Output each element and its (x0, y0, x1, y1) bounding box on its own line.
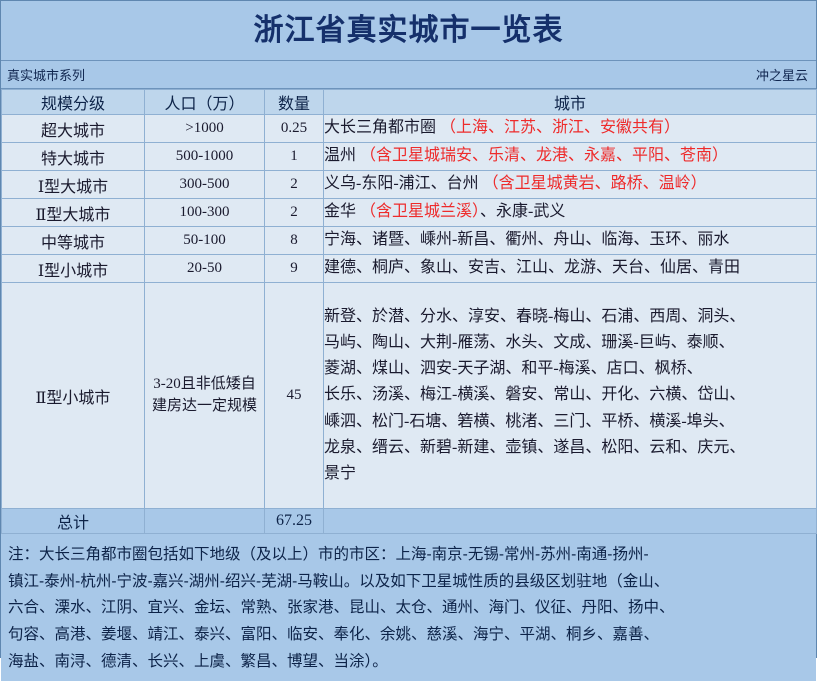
cell-count: 45 (264, 282, 324, 509)
cell-city: 温州 （含卫星城瑞安、乐清、龙港、永嘉、平阳、苍南） (323, 142, 817, 171)
city-line: 新登、於潜、分水、淳安、春晓-梅山、石浦、西周、洞头、 (324, 308, 746, 326)
city-table: 规模分级 人口（万） 数量 城市 超大城市 >1000 0.25 大长三角都市圈… (1, 89, 817, 534)
totals-row: 总计 67.25 (1, 508, 817, 534)
cell-population: 100-300 (144, 198, 265, 227)
table-row: 中等城市 50-100 8 宁海、诸暨、嵊州-新昌、衢州、舟山、临海、玉环、丽水 (1, 226, 817, 255)
cell-count: 8 (264, 226, 324, 255)
city-text-red: （含卫星城瑞安、乐清、龙港、永嘉、平阳、苍南） (360, 147, 729, 165)
cell-population: 300-500 (144, 170, 265, 199)
city-line: 嵊泗、松门-石塘、箬横、桃渚、三门、平桥、横溪-埠头、 (324, 412, 735, 430)
table-row: 超大城市 >1000 0.25 大长三角都市圈 （上海、江苏、浙江、安徽共有） (1, 114, 817, 143)
cell-city: 大长三角都市圈 （上海、江苏、浙江、安徽共有） (323, 114, 817, 143)
footnote-line: 句容、高港、姜堰、靖江、泰兴、富阳、临安、奉化、余姚、慈溪、海宁、平湖、桐乡、嘉… (8, 625, 660, 643)
footnote: 注：大长三角都市圈包括如下地级（及以上）市的市区：上海-南京-无锡-常州-苏州-… (1, 534, 816, 681)
page-title: 浙江省真实城市一览表 (253, 13, 564, 47)
author-label: 冲之星云 (755, 68, 808, 83)
byline-band: 真实城市系列 冲之星云 (1, 61, 816, 89)
city-text-tail: 、永康-武义 (480, 203, 566, 221)
city-text-red: （含卫星城黄岩、路桥、温岭） (482, 175, 707, 193)
header-cell-class: 规模分级 (1, 89, 145, 115)
table-header: 规模分级 人口（万） 数量 城市 (1, 89, 817, 115)
city-line: 景宁 (324, 464, 357, 482)
city-line: 龙泉、缙云、新碧-新建、壶镇、遂昌、松阳、云和、庆元、 (324, 438, 746, 456)
cell-class: Ⅰ型大城市 (1, 170, 145, 199)
city-text-black: 建德、桐庐、象山、安吉、江山、龙游、天台、仙居、青田 (324, 259, 741, 277)
cell-population: 3-20且非低矮自建房达一定规模 (144, 282, 265, 509)
cell-population: 50-100 (144, 226, 265, 255)
city-text-black: 温州 (324, 147, 361, 165)
cell-class: Ⅱ型小城市 (1, 282, 145, 509)
cell-population: >1000 (144, 114, 265, 143)
header-cell-city: 城市 (323, 89, 817, 115)
title-band: 浙江省真实城市一览表 (1, 1, 816, 61)
city-line: 马屿、陶山、大荆-雁荡、水头、文成、珊溪-巨屿、泰顺、 (324, 334, 735, 352)
cell-population: 20-50 (144, 254, 265, 283)
cell-count: 1 (264, 142, 324, 171)
table-row: Ⅱ型大城市 100-300 2 金华 （含卫星城兰溪）、永康-武义 (1, 198, 817, 227)
cell-count: 0.25 (264, 114, 324, 143)
city-line: 长乐、汤溪、梅江-横溪、磐安、常山、开化、六横、岱山、 (324, 386, 746, 404)
cell-city: 建德、桐庐、象山、安吉、江山、龙游、天台、仙居、青田 (323, 254, 817, 283)
cell-class: 特大城市 (1, 142, 145, 171)
header-cell-count: 数量 (264, 89, 324, 115)
table-row: Ⅰ型大城市 300-500 2 义乌-东阳-浦江、台州 （含卫星城黄岩、路桥、温… (1, 170, 817, 199)
cell-class: 超大城市 (1, 114, 145, 143)
footnote-line: 海盐、南浔、德清、长兴、上虞、繁昌、博望、当涂）。 (8, 652, 388, 670)
cell-class: 中等城市 (1, 226, 145, 255)
city-text-red: （含卫星城兰溪） (360, 203, 481, 221)
city-text-black: 大长三角都市圈 (324, 119, 441, 137)
footnote-line: 镇江-泰州-杭州-宁波-嘉兴-湖州-绍兴-芜湖-马鞍山。以及如下卫星城性质的县级… (8, 572, 670, 590)
footnote-line: 注：大长三角都市圈包括如下地级（及以上）市的市区：上海-南京-无锡-常州-苏州-… (8, 546, 649, 563)
city-text-black: 义乌-东阳-浦江、台州 (324, 175, 483, 193)
footnote-line: 六合、溧水、江阴、宜兴、金坛、常熟、张家港、昆山、太仓、通州、海门、仪征、丹阳、… (8, 599, 675, 617)
city-text-red: （上海、江苏、浙江、安徽共有） (440, 119, 681, 137)
cell-count: 9 (264, 254, 324, 283)
header-cell-population: 人口（万） (144, 89, 265, 115)
table-body: 超大城市 >1000 0.25 大长三角都市圈 （上海、江苏、浙江、安徽共有） … (1, 114, 817, 534)
table-row-large: Ⅱ型小城市 3-20且非低矮自建房达一定规模 45 新登、於潜、分水、淳安、春晓… (1, 282, 817, 509)
cell-class: Ⅱ型大城市 (1, 198, 145, 227)
cell-count: 2 (264, 170, 324, 199)
cell-city-list: 新登、於潜、分水、淳安、春晓-梅山、石浦、西周、洞头、 马屿、陶山、大荆-雁荡、… (323, 282, 817, 509)
cell-city: 义乌-东阳-浦江、台州 （含卫星城黄岩、路桥、温岭） (323, 170, 817, 199)
table-row: 特大城市 500-1000 1 温州 （含卫星城瑞安、乐清、龙港、永嘉、平阳、苍… (1, 142, 817, 171)
header-row: 规模分级 人口（万） 数量 城市 (1, 89, 817, 115)
totals-population (144, 508, 265, 534)
city-line: 菱湖、煤山、泗安-天子湖、和平-梅溪、店口、枫桥、 (324, 360, 703, 378)
totals-label: 总计 (1, 508, 145, 534)
cell-city: 宁海、诸暨、嵊州-新昌、衢州、舟山、临海、玉环、丽水 (323, 226, 817, 255)
cell-city: 金华 （含卫星城兰溪）、永康-武义 (323, 198, 817, 227)
cell-count: 2 (264, 198, 324, 227)
city-text-black: 宁海、诸暨、嵊州-新昌、衢州、舟山、临海、玉环、丽水 (324, 231, 730, 249)
series-label: 真实城市系列 (7, 68, 86, 83)
table-row: Ⅰ型小城市 20-50 9 建德、桐庐、象山、安吉、江山、龙游、天台、仙居、青田 (1, 254, 817, 283)
cell-class: Ⅰ型小城市 (1, 254, 145, 283)
totals-count: 67.25 (264, 508, 324, 534)
totals-city (323, 508, 817, 534)
cell-population: 500-1000 (144, 142, 265, 171)
city-text-black: 金华 (324, 203, 361, 221)
